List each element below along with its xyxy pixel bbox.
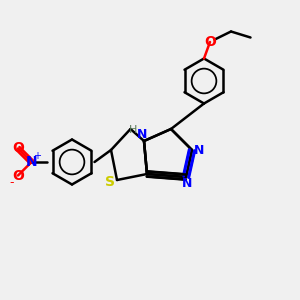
Text: S: S: [105, 175, 116, 188]
Text: N: N: [182, 177, 193, 190]
Text: -: -: [9, 176, 14, 189]
Text: N: N: [26, 155, 37, 169]
Text: H: H: [129, 124, 138, 135]
Text: O: O: [12, 142, 24, 155]
Text: N: N: [137, 128, 148, 141]
Text: O: O: [12, 169, 24, 182]
Text: O: O: [204, 35, 216, 49]
Text: +: +: [33, 151, 41, 161]
Text: N: N: [194, 143, 204, 157]
